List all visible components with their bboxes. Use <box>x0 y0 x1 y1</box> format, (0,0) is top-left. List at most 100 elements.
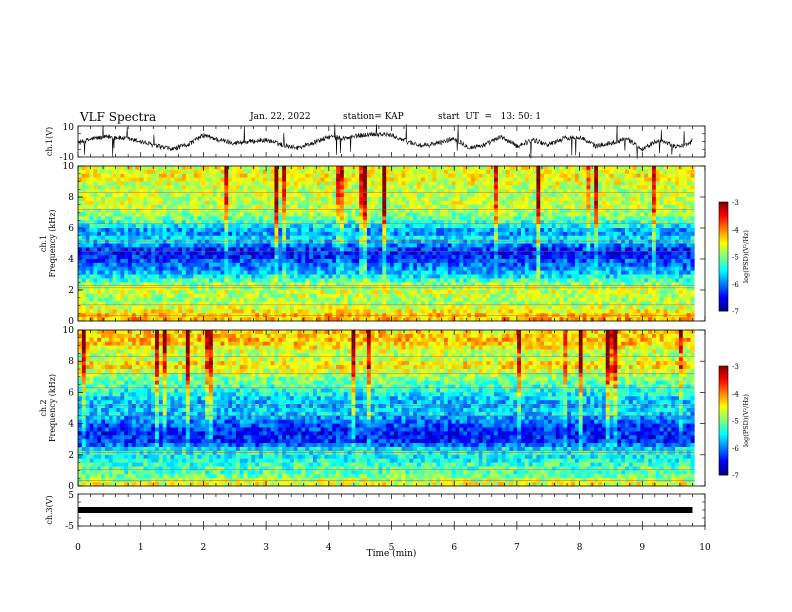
spectrogram-cell <box>282 255 287 260</box>
spectrogram-cell <box>316 204 321 209</box>
spectrogram-cell <box>474 189 479 194</box>
spectrogram-cell <box>151 224 156 229</box>
spectrogram-cell <box>143 228 148 233</box>
spectrogram-cell <box>85 243 90 248</box>
spectrogram-cell <box>682 228 687 233</box>
spectrogram-cell <box>324 204 329 209</box>
spectrogram-cell <box>524 262 529 268</box>
spectrogram-cell <box>328 208 333 213</box>
spectrogram-cell <box>363 278 368 283</box>
spectrogram-cell <box>609 266 614 271</box>
spectrogram-cell <box>378 259 383 264</box>
spectrogram-cell <box>440 193 445 198</box>
spectrogram-cell <box>255 259 260 264</box>
spectrogram-cell <box>528 270 533 275</box>
spectrogram-cell <box>463 270 468 275</box>
spectrogram-cell <box>405 197 410 202</box>
spectrogram-cell <box>220 216 225 221</box>
spectrogram-cell <box>332 266 337 271</box>
spectrogram-cell <box>397 204 402 209</box>
spectrogram-cell <box>247 235 252 240</box>
spectrogram-cell <box>259 259 264 264</box>
spectrogram-cell <box>532 247 537 252</box>
spectrogram-cell <box>316 197 321 202</box>
spectrogram-cell <box>328 235 333 240</box>
spectrogram-cell <box>544 212 549 217</box>
spectrogram-cell <box>297 274 302 279</box>
spectrogram-cell <box>486 166 491 171</box>
spectrogram-cell <box>405 189 410 194</box>
spectrogram-cell <box>324 270 329 275</box>
spectrogram-cell <box>139 166 144 171</box>
spectrogram-cell <box>517 189 522 194</box>
spectrogram-cell <box>440 278 445 283</box>
spectrogram-cell <box>490 235 495 240</box>
spectrogram-cell <box>632 228 637 233</box>
spectrogram-cell <box>555 278 560 283</box>
spectrogram-cell <box>162 266 167 271</box>
spectrogram-cell <box>663 231 668 237</box>
spectrogram-cell <box>594 208 599 213</box>
spectrogram-cell <box>675 200 680 206</box>
spectrogram-cell <box>532 224 537 229</box>
spectrogram-cell <box>474 247 479 252</box>
spectrogram-cell <box>463 189 468 194</box>
spectrogram-cell <box>101 204 106 209</box>
spectrogram-cell <box>197 274 202 279</box>
spectrogram-cell <box>667 189 672 194</box>
spectrogram-cell <box>228 177 233 182</box>
spectrogram-cell <box>108 200 113 206</box>
spectrogram-cell <box>640 208 645 213</box>
spectrogram-cell <box>578 266 583 271</box>
spectrogram-cell <box>470 200 476 206</box>
spectrogram-cell <box>228 274 233 279</box>
spectrogram-cell <box>324 177 329 182</box>
spectrogram-cell <box>517 255 522 260</box>
spectrogram-cell <box>197 193 202 198</box>
spectrogram-cell <box>594 239 599 244</box>
spectrogram-cell <box>174 169 179 175</box>
spectrogram-cell <box>320 216 325 221</box>
spectrogram-cell <box>505 185 510 190</box>
spectrogram-cell <box>316 166 321 171</box>
spectrogram-cell <box>347 181 352 186</box>
spectrogram-cell <box>155 247 160 252</box>
spectrogram-cell <box>104 270 110 275</box>
spectrogram-cell <box>667 262 672 268</box>
spectrogram-cell <box>355 262 360 268</box>
spectrogram-cell <box>524 235 529 240</box>
spectrogram-cell <box>339 251 345 256</box>
spectrogram-cell <box>524 200 529 206</box>
spectrogram-cell <box>89 220 94 225</box>
spectrogram-cell <box>235 166 241 171</box>
spectrogram-cell <box>158 259 164 264</box>
spectrogram-cell <box>648 251 653 256</box>
spectrogram-cell <box>374 185 379 190</box>
spectrogram-cell <box>286 169 291 175</box>
spectrogram-cell <box>259 247 264 252</box>
spectrogram-cell <box>320 200 325 206</box>
spectrogram-cell <box>374 212 379 217</box>
spectrogram-cell <box>336 259 341 264</box>
spectrogram-cell <box>366 231 372 237</box>
spectrogram-cell <box>201 247 206 252</box>
spectrogram-cell <box>166 197 171 202</box>
spectrogram-cell <box>390 228 395 233</box>
spectrogram-cell <box>363 208 368 213</box>
spectrogram-cell <box>378 185 383 190</box>
spectrogram-cell <box>625 200 630 206</box>
spectrogram-cell <box>316 266 321 271</box>
spectrogram-cell <box>459 266 464 271</box>
spectrogram-cell <box>97 262 102 268</box>
spectrogram-cell <box>224 278 229 283</box>
spectrogram-cell <box>128 181 133 186</box>
spectrogram-cell <box>671 270 676 275</box>
spectrogram-cell <box>474 255 479 260</box>
spectrogram-cell <box>424 278 429 283</box>
spectrogram-cell <box>420 251 425 256</box>
spectrogram-cell <box>147 220 152 225</box>
spectrogram-cell <box>162 262 167 268</box>
spectrogram-cell <box>509 259 514 264</box>
spectrogram-cell <box>101 270 106 275</box>
spectrogram-cell <box>220 270 225 275</box>
